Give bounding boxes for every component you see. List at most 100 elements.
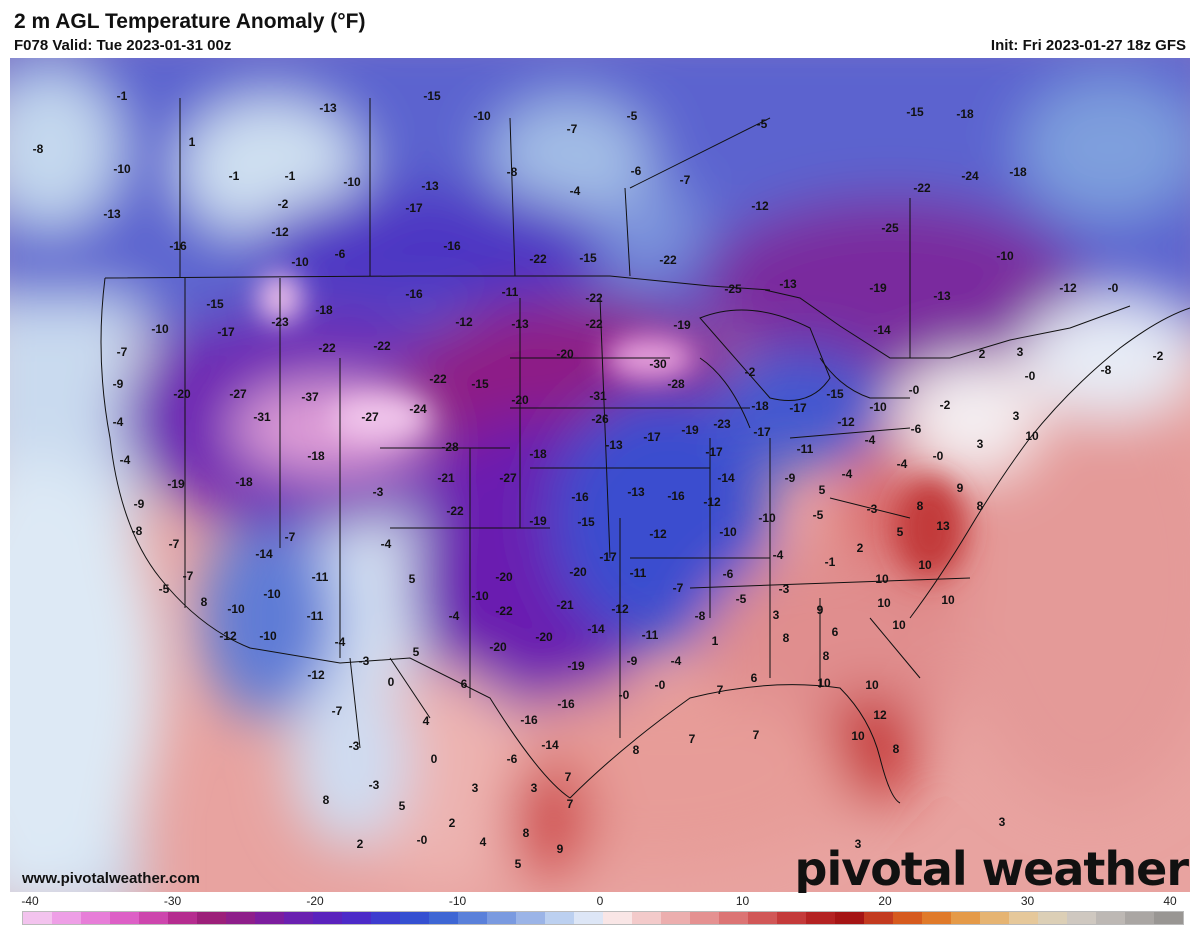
anomaly-value-label: -17 <box>789 401 807 415</box>
anomaly-value-label: 4 <box>423 714 430 728</box>
anomaly-value-label: 6 <box>832 625 839 639</box>
anomaly-value-label: -10 <box>719 525 737 539</box>
colorbar-swatch <box>1154 912 1183 924</box>
anomaly-value-label: -7 <box>673 581 684 595</box>
anomaly-value-label: 10 <box>918 558 932 572</box>
colorbar-tick-label: -20 <box>306 894 324 908</box>
colorbar-swatch <box>110 912 139 924</box>
colorbar-swatch <box>458 912 487 924</box>
anomaly-value-label: -22 <box>446 504 464 518</box>
anomaly-value-label: -12 <box>307 668 325 682</box>
anomaly-value-label: -12 <box>837 415 855 429</box>
borders <box>100 98 1190 804</box>
anomaly-map[interactable]: -1 -13 -15 -10 -7 -5 -5 -15 -18 -8 1 -10 -1 -1 -10 -13-… <box>10 58 1190 892</box>
anomaly-value-label: 5 <box>409 572 416 586</box>
anomaly-value-label: -4 <box>381 537 392 551</box>
anomaly-value-label: -13 <box>627 485 645 499</box>
anomaly-value-label: -12 <box>1059 281 1077 295</box>
colorbar-swatch <box>429 912 458 924</box>
anomaly-value-label: 6 <box>751 671 758 685</box>
anomaly-value-label: -12 <box>751 199 769 213</box>
anomaly-value-label: 8 <box>523 826 530 840</box>
anomaly-value-label: -5 <box>627 109 638 123</box>
anomaly-value-label: -17 <box>753 425 771 439</box>
colorbar-swatch <box>516 912 545 924</box>
anomaly-value-label: -6 <box>723 567 734 581</box>
anomaly-value-label: 5 <box>819 483 826 497</box>
colorbar-swatch <box>719 912 748 924</box>
anomaly-value-label: -15 <box>206 297 224 311</box>
colorbar-swatch <box>806 912 835 924</box>
colorbar-swatch <box>690 912 719 924</box>
anomaly-value-label: -5 <box>813 508 824 522</box>
anomaly-value-label: 8 <box>783 631 790 645</box>
anomaly-value-label: -19 <box>167 477 185 491</box>
anomaly-value-label: -24 <box>961 169 979 183</box>
anomaly-value-label: -22 <box>913 181 931 195</box>
anomaly-value-label: -16 <box>557 697 575 711</box>
anomaly-value-label: 13 <box>936 519 950 533</box>
anomaly-value-label: -6 <box>911 422 922 436</box>
colorbar-tick-label: 10 <box>735 894 750 908</box>
anomaly-value-label: -14 <box>587 622 605 636</box>
anomaly-value-label: -12 <box>271 225 289 239</box>
anomaly-value-label: -3 <box>359 654 370 668</box>
anomaly-value-label: -20 <box>173 387 191 401</box>
anomaly-value-label: -20 <box>569 565 587 579</box>
anomaly-value-label: -10 <box>151 322 169 336</box>
anomaly-value-label: -10 <box>259 629 277 643</box>
anomaly-labels: -1-13-15-10-7-5-5-15 -18-8 1-10 -1 -1 -10 -13-… <box>33 89 1164 871</box>
colorbar-swatch <box>342 912 371 924</box>
anomaly-value-label: -2 <box>745 365 756 379</box>
anomaly-value-label: 12 <box>873 708 887 722</box>
anomaly-value-label: -1 <box>229 169 240 183</box>
colorbar-swatch <box>400 912 429 924</box>
anomaly-value-label: -7 <box>169 537 180 551</box>
anomaly-value-label: -18 <box>751 399 769 413</box>
anomaly-value-label: 9 <box>957 481 964 495</box>
anomaly-value-label: -13 <box>779 277 797 291</box>
anomaly-value-label: 3 <box>999 815 1006 829</box>
map-canvas: -1-13-15-10-7-5-5-15 -18-8 1-10 -1 -1 -10 -13-… <box>10 58 1190 892</box>
anomaly-value-label: -22 <box>318 341 336 355</box>
anomaly-value-label: 7 <box>717 683 724 697</box>
anomaly-value-label: -19 <box>529 514 547 528</box>
anomaly-value-label: -0 <box>909 383 920 397</box>
brand-logo: pivotal weather <box>794 842 1189 896</box>
anomaly-value-label: -23 <box>713 417 731 431</box>
colorbar-swatch <box>835 912 864 924</box>
anomaly-value-label: -5 <box>757 117 768 131</box>
anomaly-value-label: -6 <box>335 247 346 261</box>
anomaly-value-label: -4 <box>449 609 460 623</box>
anomaly-value-label: -5 <box>159 582 170 596</box>
colorbar-swatch <box>574 912 603 924</box>
anomaly-value-label: 0 <box>388 675 395 689</box>
anomaly-value-label: 2 <box>979 347 986 361</box>
anomaly-value-label: -10 <box>996 249 1014 263</box>
anomaly-value-label: -11 <box>312 570 329 584</box>
colorbar-swatch <box>1038 912 1067 924</box>
anomaly-value-label: -7 <box>183 569 194 583</box>
anomaly-value-label: -15 <box>826 387 844 401</box>
anomaly-value-label: -19 <box>567 659 585 673</box>
anomaly-value-label: -22 <box>585 317 603 331</box>
anomaly-value-label: 9 <box>817 603 824 617</box>
colorbar-swatch <box>23 912 52 924</box>
anomaly-value-label: -27 <box>229 387 247 401</box>
anomaly-field <box>10 58 1190 892</box>
anomaly-value-label: -20 <box>511 393 529 407</box>
anomaly-value-label: -4 <box>570 184 581 198</box>
anomaly-value-label: -30 <box>649 357 667 371</box>
anomaly-value-label: -23 <box>271 315 289 329</box>
anomaly-value-label: -4 <box>773 548 784 562</box>
anomaly-value-label: -31 <box>253 410 271 424</box>
colorbar-swatch <box>632 912 661 924</box>
anomaly-value-label: -1 <box>285 169 296 183</box>
anomaly-value-label: -2 <box>1153 349 1164 363</box>
anomaly-value-label: -17 <box>599 550 617 564</box>
anomaly-value-label: -25 <box>881 221 899 235</box>
colorbar-tick-label: -40 <box>21 894 39 908</box>
anomaly-value-label: -13 <box>605 438 623 452</box>
anomaly-value-label: -16 <box>169 239 187 253</box>
anomaly-value-label: 3 <box>531 781 538 795</box>
